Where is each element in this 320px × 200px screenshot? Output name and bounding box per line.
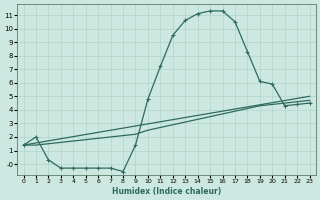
X-axis label: Humidex (Indice chaleur): Humidex (Indice chaleur) bbox=[112, 187, 221, 196]
